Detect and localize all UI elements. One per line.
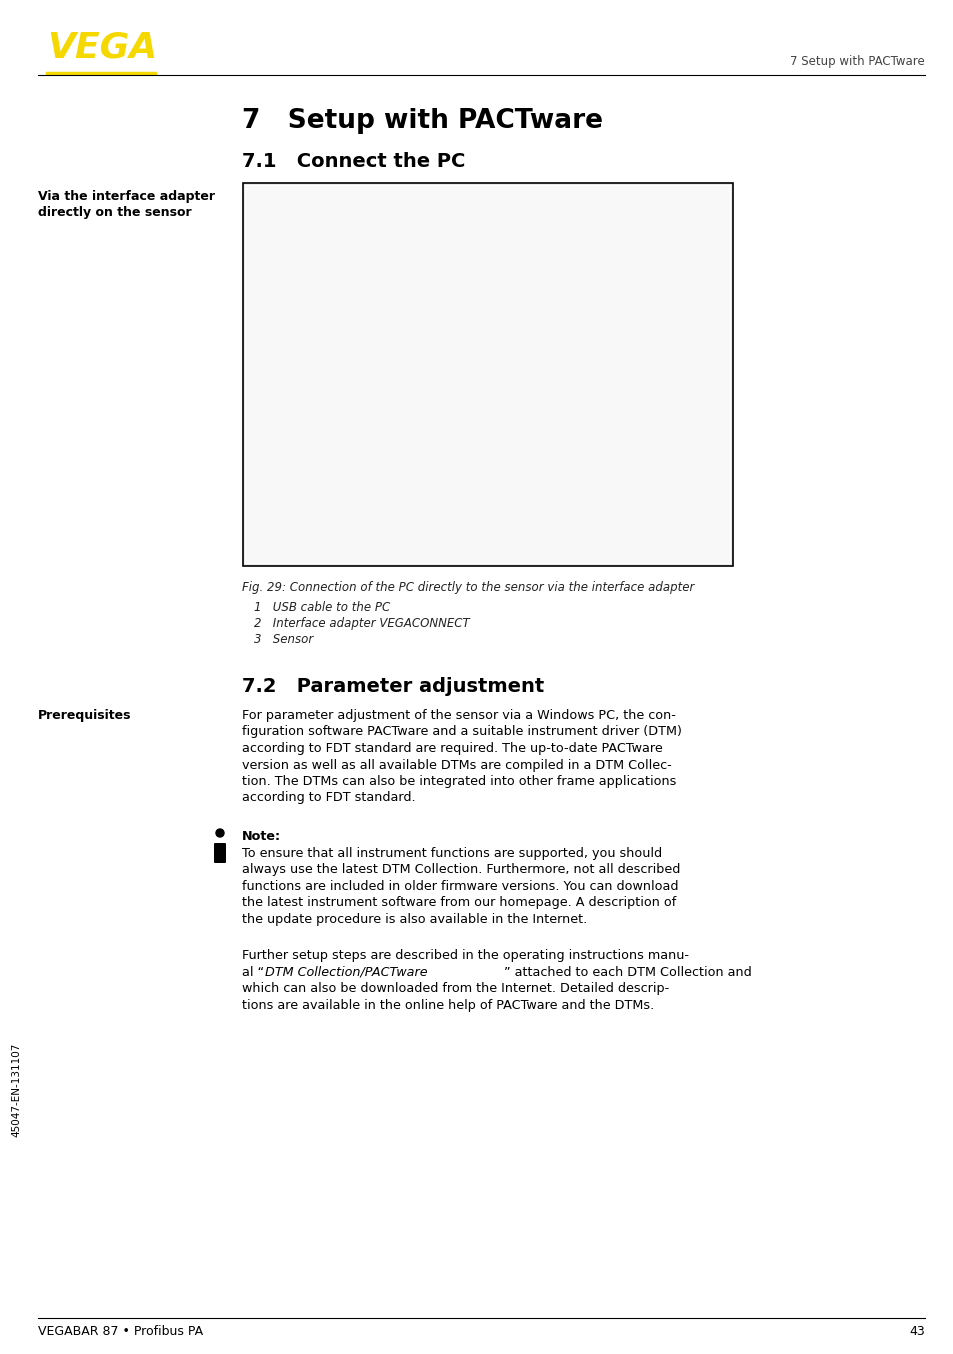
Text: the update procedure is also available in the Internet.: the update procedure is also available i… <box>242 913 587 926</box>
Text: VEGA: VEGA <box>47 30 157 64</box>
Text: VEGABAR 87 • Profibus PA: VEGABAR 87 • Profibus PA <box>38 1326 203 1338</box>
Text: Via the interface adapter: Via the interface adapter <box>38 190 214 203</box>
Text: figuration software PACTware and a suitable instrument driver (DTM): figuration software PACTware and a suita… <box>242 726 681 738</box>
Text: For parameter adjustment of the sensor via a Windows PC, the con-: For parameter adjustment of the sensor v… <box>242 709 675 722</box>
Text: version as well as all available DTMs are compiled in a DTM Collec-: version as well as all available DTMs ar… <box>242 758 671 772</box>
Text: 7   Setup with PACTware: 7 Setup with PACTware <box>242 108 602 134</box>
Text: functions are included in older firmware versions. You can download: functions are included in older firmware… <box>242 880 678 892</box>
Bar <box>243 183 732 566</box>
FancyBboxPatch shape <box>213 844 226 862</box>
Text: ” attached to each DTM Collection and: ” attached to each DTM Collection and <box>503 965 751 979</box>
Text: directly on the sensor: directly on the sensor <box>38 206 192 219</box>
Text: al “: al “ <box>242 965 264 979</box>
Text: Fig. 29: Connection of the PC directly to the sensor via the interface adapter: Fig. 29: Connection of the PC directly t… <box>242 581 694 594</box>
Circle shape <box>215 829 224 837</box>
Text: always use the latest DTM Collection. Furthermore, not all described: always use the latest DTM Collection. Fu… <box>242 862 679 876</box>
Text: 3   Sensor: 3 Sensor <box>253 634 313 646</box>
Bar <box>246 185 729 563</box>
Text: To ensure that all instrument functions are supported, you should: To ensure that all instrument functions … <box>242 846 661 860</box>
Text: tion. The DTMs can also be integrated into other frame applications: tion. The DTMs can also be integrated in… <box>242 774 676 788</box>
Text: 1   USB cable to the PC: 1 USB cable to the PC <box>253 601 390 613</box>
Text: DTM Collection/PACTware: DTM Collection/PACTware <box>265 965 427 979</box>
Text: 7.2   Parameter adjustment: 7.2 Parameter adjustment <box>242 677 543 696</box>
Bar <box>245 185 730 565</box>
Text: 7 Setup with PACTware: 7 Setup with PACTware <box>789 56 924 68</box>
Text: according to FDT standard.: according to FDT standard. <box>242 792 416 804</box>
Text: 45047-EN-131107: 45047-EN-131107 <box>11 1043 21 1137</box>
Text: according to FDT standard are required. The up-to-date PACTware: according to FDT standard are required. … <box>242 742 662 756</box>
Text: Further setup steps are described in the operating instructions manu-: Further setup steps are described in the… <box>242 949 688 961</box>
Text: Prerequisites: Prerequisites <box>38 709 132 722</box>
Text: which can also be downloaded from the Internet. Detailed descrip-: which can also be downloaded from the In… <box>242 982 669 995</box>
Text: 43: 43 <box>908 1326 924 1338</box>
Text: 2   Interface adapter VEGACONNECT: 2 Interface adapter VEGACONNECT <box>253 617 469 630</box>
Text: Note:: Note: <box>242 830 281 844</box>
Text: the latest instrument software from our homepage. A description of: the latest instrument software from our … <box>242 896 676 909</box>
Text: 7.1   Connect the PC: 7.1 Connect the PC <box>242 152 465 171</box>
Text: tions are available in the online help of PACTware and the DTMs.: tions are available in the online help o… <box>242 998 654 1011</box>
